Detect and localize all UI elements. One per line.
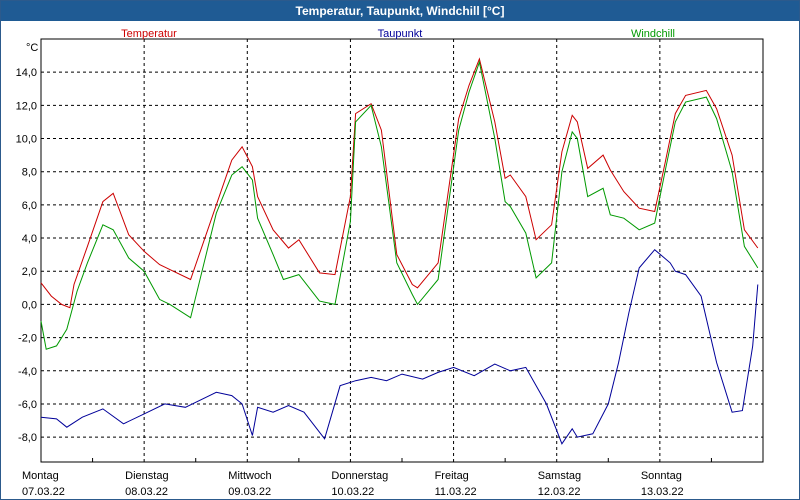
- chart: -8,0 -6,0 -4,0 -2,0 0,0 2,0 4,0 6,0 8,0 10,0 12,0 1…: [16, 28, 764, 498]
- legend-label-temperatur: Temperatur: [121, 28, 177, 40]
- y-tick-label: 6,0: [22, 200, 37, 212]
- x-tick-date-label: 12.03.22: [538, 486, 581, 498]
- x-tick-day-label: Freitag: [435, 470, 469, 482]
- x-tick-day-label: Donnerstag: [331, 470, 388, 482]
- y-tick-label: -4,0: [18, 366, 37, 378]
- x-tick-date-label: 13.03.22: [641, 486, 684, 498]
- y-tick-label: 0,0: [22, 299, 37, 311]
- x-tick-day-label: Montag: [22, 470, 59, 482]
- x-tick-date-label: 09.03.22: [228, 486, 271, 498]
- legend-label-windchill: Windchill: [631, 28, 675, 40]
- x-tick-day-label: Samstag: [538, 470, 581, 482]
- y-tick-label: -2,0: [18, 333, 37, 345]
- plot-area: [40, 38, 764, 463]
- y-axis-label: °C: [26, 42, 38, 54]
- y-tick-label: 10,0: [16, 134, 37, 146]
- x-tick-day-label: Mittwoch: [228, 470, 271, 482]
- series-line-taupunkt: [40, 248, 759, 445]
- x-tick-date-label: 10.03.22: [331, 486, 374, 498]
- y-tick-label: 8,0: [22, 167, 37, 179]
- x-tick-day-label: Sonntag: [641, 470, 682, 482]
- y-tick-label: -8,0: [18, 432, 37, 444]
- y-tick-label: 14,0: [16, 67, 37, 79]
- series-line-temperatur: [40, 57, 759, 309]
- x-tick-date-label: 08.03.22: [125, 486, 168, 498]
- x-tick-date-label: 11.03.22: [435, 486, 477, 498]
- legend-label-taupunkt: Taupunkt: [378, 28, 423, 40]
- y-tick-label: 12,0: [16, 100, 37, 112]
- y-tick-label: -6,0: [18, 399, 37, 411]
- series-line-windchill: [40, 60, 759, 350]
- x-tick-date-label: 07.03.22: [22, 486, 65, 498]
- window-title: Temperatur, Taupunkt, Windchill [°C]: [1, 1, 799, 21]
- y-tick-label: 4,0: [22, 233, 37, 245]
- x-tick-day-label: Dienstag: [125, 470, 168, 482]
- y-tick-label: 2,0: [22, 266, 37, 278]
